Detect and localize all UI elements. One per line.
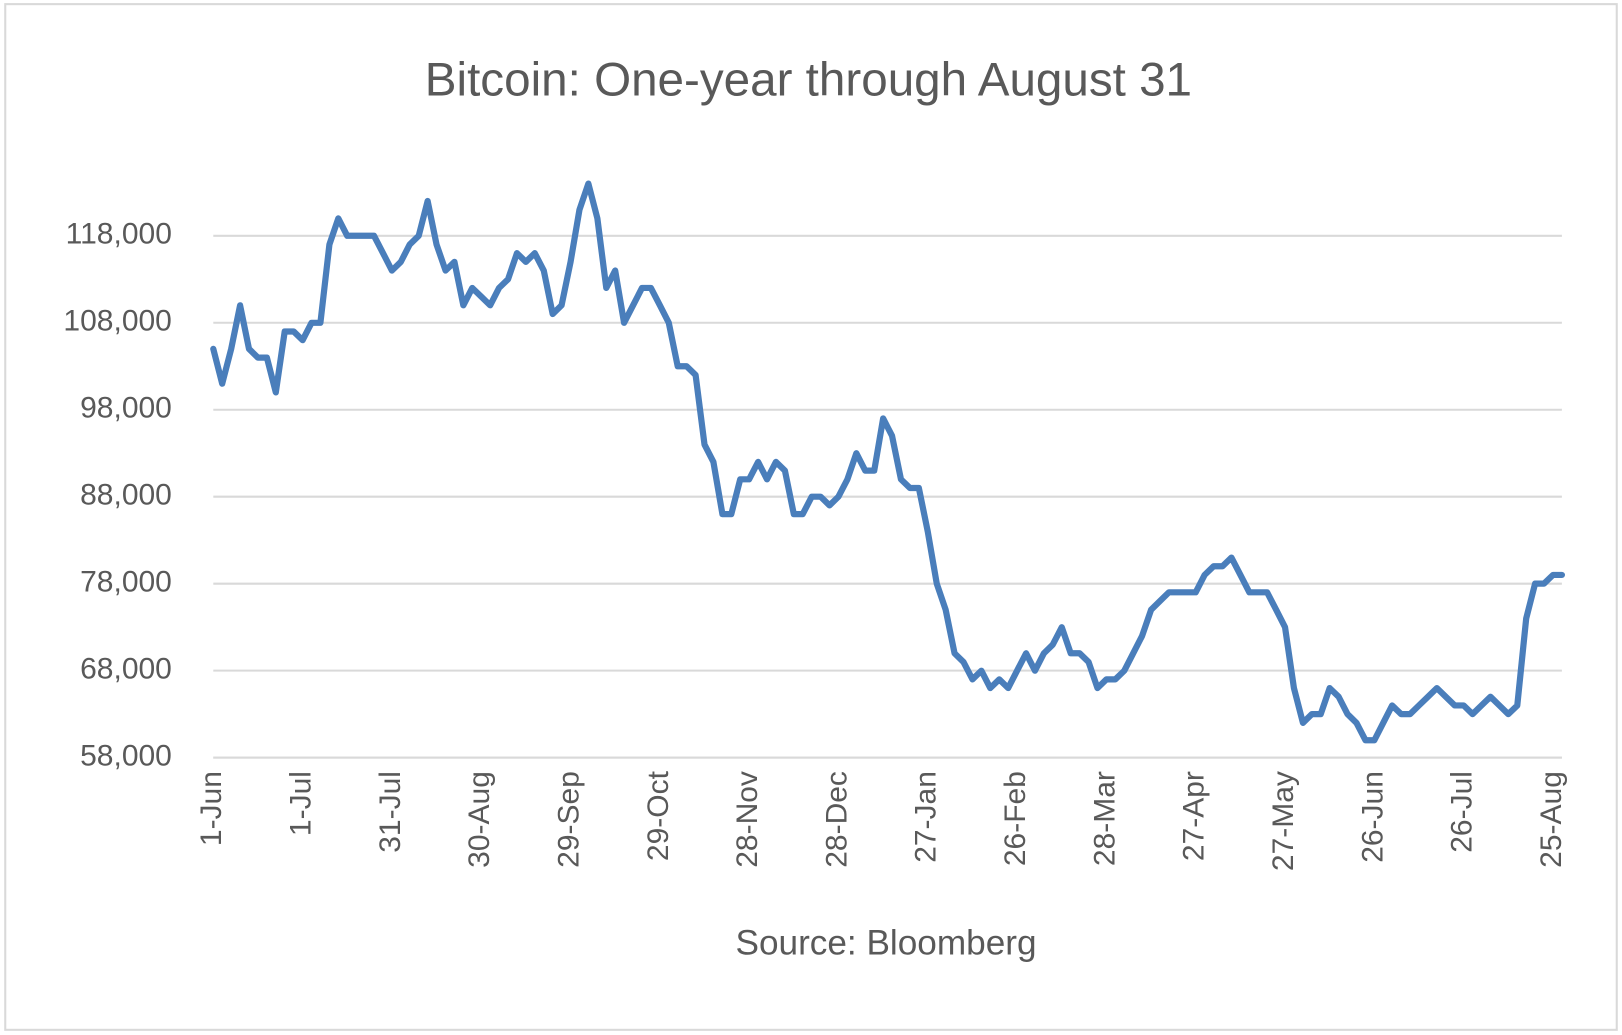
- x-tick-label: 30-Aug: [463, 771, 496, 868]
- x-tick-label: 1-Jul: [285, 771, 318, 836]
- x-tick-label: 28-Dec: [820, 771, 853, 868]
- x-tick-label: 26-Jun: [1356, 771, 1389, 863]
- y-tick-label: 88,000: [80, 479, 172, 512]
- y-tick-label: 78,000: [80, 566, 172, 599]
- x-tick-label: 25-Aug: [1535, 771, 1568, 868]
- chart-border: [4, 3, 1618, 1031]
- y-tick-label: 58,000: [80, 740, 172, 773]
- x-tick-label: 27-May: [1267, 771, 1300, 871]
- x-tick-label: 26-Jul: [1446, 771, 1479, 853]
- price-line: [210, 180, 1565, 744]
- x-axis-title: Source: Bloomberg: [735, 923, 1036, 962]
- x-tick-label: 1-Jun: [195, 771, 228, 846]
- x-tick-label: 28-Mar: [1088, 771, 1121, 866]
- x-tick-label: 27-Apr: [1178, 771, 1211, 861]
- y-tick-label: 98,000: [80, 392, 172, 425]
- y-tick-label: 68,000: [80, 653, 172, 686]
- y-tick-label: 108,000: [63, 305, 171, 338]
- x-tick-label: 27-Jan: [910, 771, 943, 863]
- y-tick-label: 118,000: [66, 218, 172, 251]
- chart-title: Bitcoin: One-year through August 31: [425, 53, 1192, 106]
- x-tick-label: 29-Oct: [642, 770, 675, 861]
- x-tick-label: 29-Sep: [552, 771, 585, 868]
- x-tick-label: 28-Nov: [731, 771, 764, 868]
- x-tick-label: 31-Jul: [374, 771, 407, 853]
- x-tick-label: 26-Feb: [999, 771, 1032, 866]
